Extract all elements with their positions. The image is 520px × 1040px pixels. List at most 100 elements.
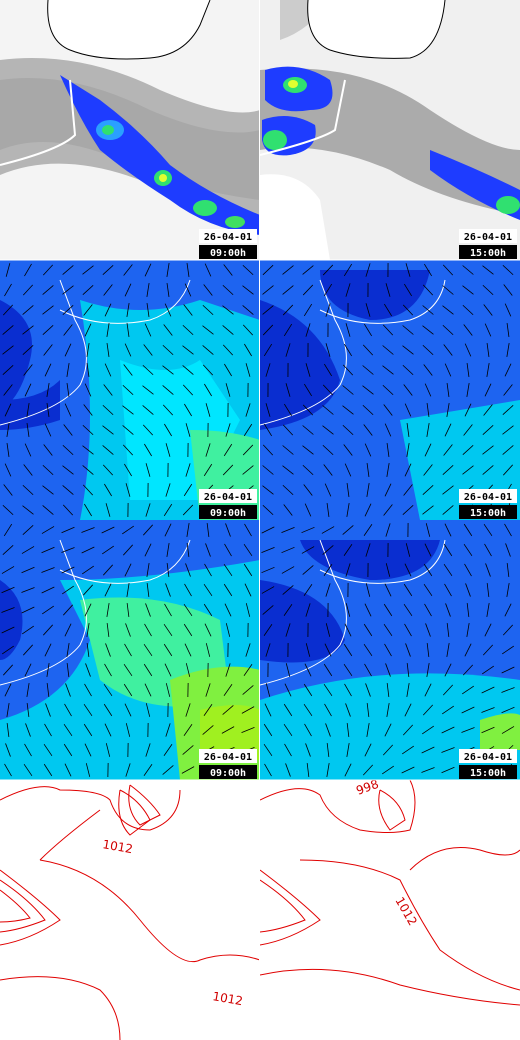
wind-arrow [384,483,392,497]
wind-arrow [221,726,235,734]
wind-arrow [123,364,133,376]
wind-arrow [261,547,275,553]
wind-arrow [42,485,54,495]
wind-arrow [25,723,31,737]
wind-arrow [365,683,371,697]
wind-arrow [305,743,311,757]
wind-arrow [364,603,372,617]
wind-arrow [402,504,414,516]
wind-arrow [144,323,152,337]
wind-arrow [486,343,490,357]
wind-arrow [165,483,171,497]
time-label: 15:00h [470,768,506,779]
wind-arrow [222,344,234,356]
wind-arrow [202,345,214,355]
wind-arrow [125,723,131,737]
wind-arrow [164,663,172,677]
wind-arrow [42,264,54,276]
wind-arrow [225,523,231,537]
wind-arrow [205,403,211,417]
wind-arrow [422,325,434,335]
wind-arrow [83,723,93,737]
wind-arrow [23,763,33,777]
wind-arrow [483,523,493,537]
wind-arrow [222,284,234,296]
wind-arrow [303,484,313,496]
wind-arrow [42,324,54,336]
wind-arrow [223,443,233,457]
wind-arrow [242,285,254,295]
wind-arrow [501,687,515,693]
wind-arrow [124,563,132,577]
wind-arrow [243,664,253,676]
wind-arrow [401,766,415,774]
wind-arrow [41,605,55,615]
wind-arrow [183,483,193,497]
wind-arrow [505,543,511,557]
wind-arrow [362,385,374,395]
wind-arrow [186,523,190,537]
wind-arrow [422,305,434,315]
wind-arrow [2,364,14,376]
wind-arrow [426,663,430,677]
wind-arrow [342,424,354,436]
wind-arrow [466,383,470,397]
wind-arrow [46,663,50,677]
wind-arrow [342,525,354,535]
wind-arrow [303,303,313,317]
wind-arrow [83,404,93,416]
wind-arrow [365,543,371,557]
wind-arrow [142,424,154,436]
wind-arrow [126,303,130,317]
wind-arrow [3,384,13,396]
wind-arrow [303,683,313,697]
wind-arrow [383,623,393,637]
wind-arrow [126,583,130,597]
wind-arrow [83,703,93,717]
wind-arrow [301,546,315,554]
wind-arrow [185,463,191,477]
wind-arrow [184,583,192,597]
wind-arrow [445,603,451,617]
wind-arrow [403,484,413,496]
wind-arrow [26,403,30,417]
wind-arrow [366,463,370,477]
wind-arrow [461,706,475,714]
wind-arrow [442,305,454,315]
wind-arrow [283,723,293,737]
wind-arrow [145,463,151,477]
wind-arrow [162,765,174,775]
wind-arrow [324,703,332,717]
wind-arrow [462,285,474,295]
wind-arrow [105,503,111,517]
wind-arrow [203,583,213,597]
wind-arrow [86,623,90,637]
wind-arrow [106,343,110,357]
wind-arrow [282,445,294,455]
wind-arrow [464,343,472,357]
wind-arrow [261,586,275,594]
wind-arrow [262,444,274,456]
wind-arrow [403,583,413,597]
wind-arrow [166,263,170,277]
wind-arrow [302,265,314,275]
wind-arrow [264,703,272,717]
wind-arrow [144,263,152,277]
wind-arrow [345,323,351,337]
wind-arrow [146,583,150,597]
wind-arrow [245,603,251,617]
wind-arrow [462,265,474,275]
wind-arrow [42,624,54,636]
date-label: 26-04-01 [464,232,512,243]
wind-arrow [22,284,34,296]
wind-arrow [343,643,353,657]
wind-arrow [382,345,394,355]
wind-arrow [63,723,73,737]
wind-arrow [283,504,293,516]
wind-arrow [482,424,494,436]
wind-arrow [263,723,273,737]
wind-arrow [185,563,191,577]
date-box [459,749,517,763]
wind-arrow [441,747,455,753]
wind-arrow [466,363,470,377]
